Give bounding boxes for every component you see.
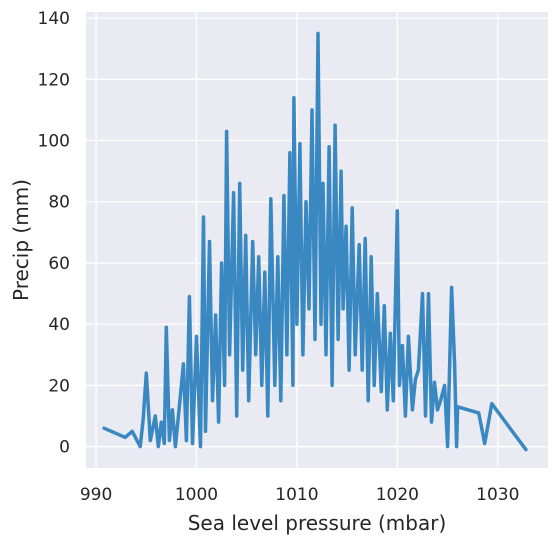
y-tick-label: 60 — [48, 254, 70, 274]
x-tick-label: 1010 — [275, 485, 318, 505]
y-tick-label: 100 — [38, 132, 70, 152]
tick-labels: 990 1000 1010 1020 1030 0 20 40 60 80 100 120 140 — [38, 9, 520, 505]
series-line — [102, 31, 528, 452]
y-tick-label: 40 — [48, 315, 70, 335]
series-layer — [102, 31, 528, 452]
y-axis-label: Precip (mm) — [9, 179, 33, 301]
y-tick-label: 0 — [59, 438, 70, 458]
y-tick-label: 120 — [38, 70, 70, 90]
x-tick-label: 990 — [80, 485, 112, 505]
y-tick-label: 80 — [48, 193, 70, 213]
x-axis-label: Sea level pressure (mbar) — [188, 511, 447, 535]
y-tick-label: 20 — [48, 376, 70, 396]
x-tick-label: 1000 — [175, 485, 218, 505]
x-tick-label: 1030 — [476, 485, 519, 505]
y-tick-label: 140 — [38, 9, 70, 29]
x-tick-label: 1020 — [376, 485, 419, 505]
